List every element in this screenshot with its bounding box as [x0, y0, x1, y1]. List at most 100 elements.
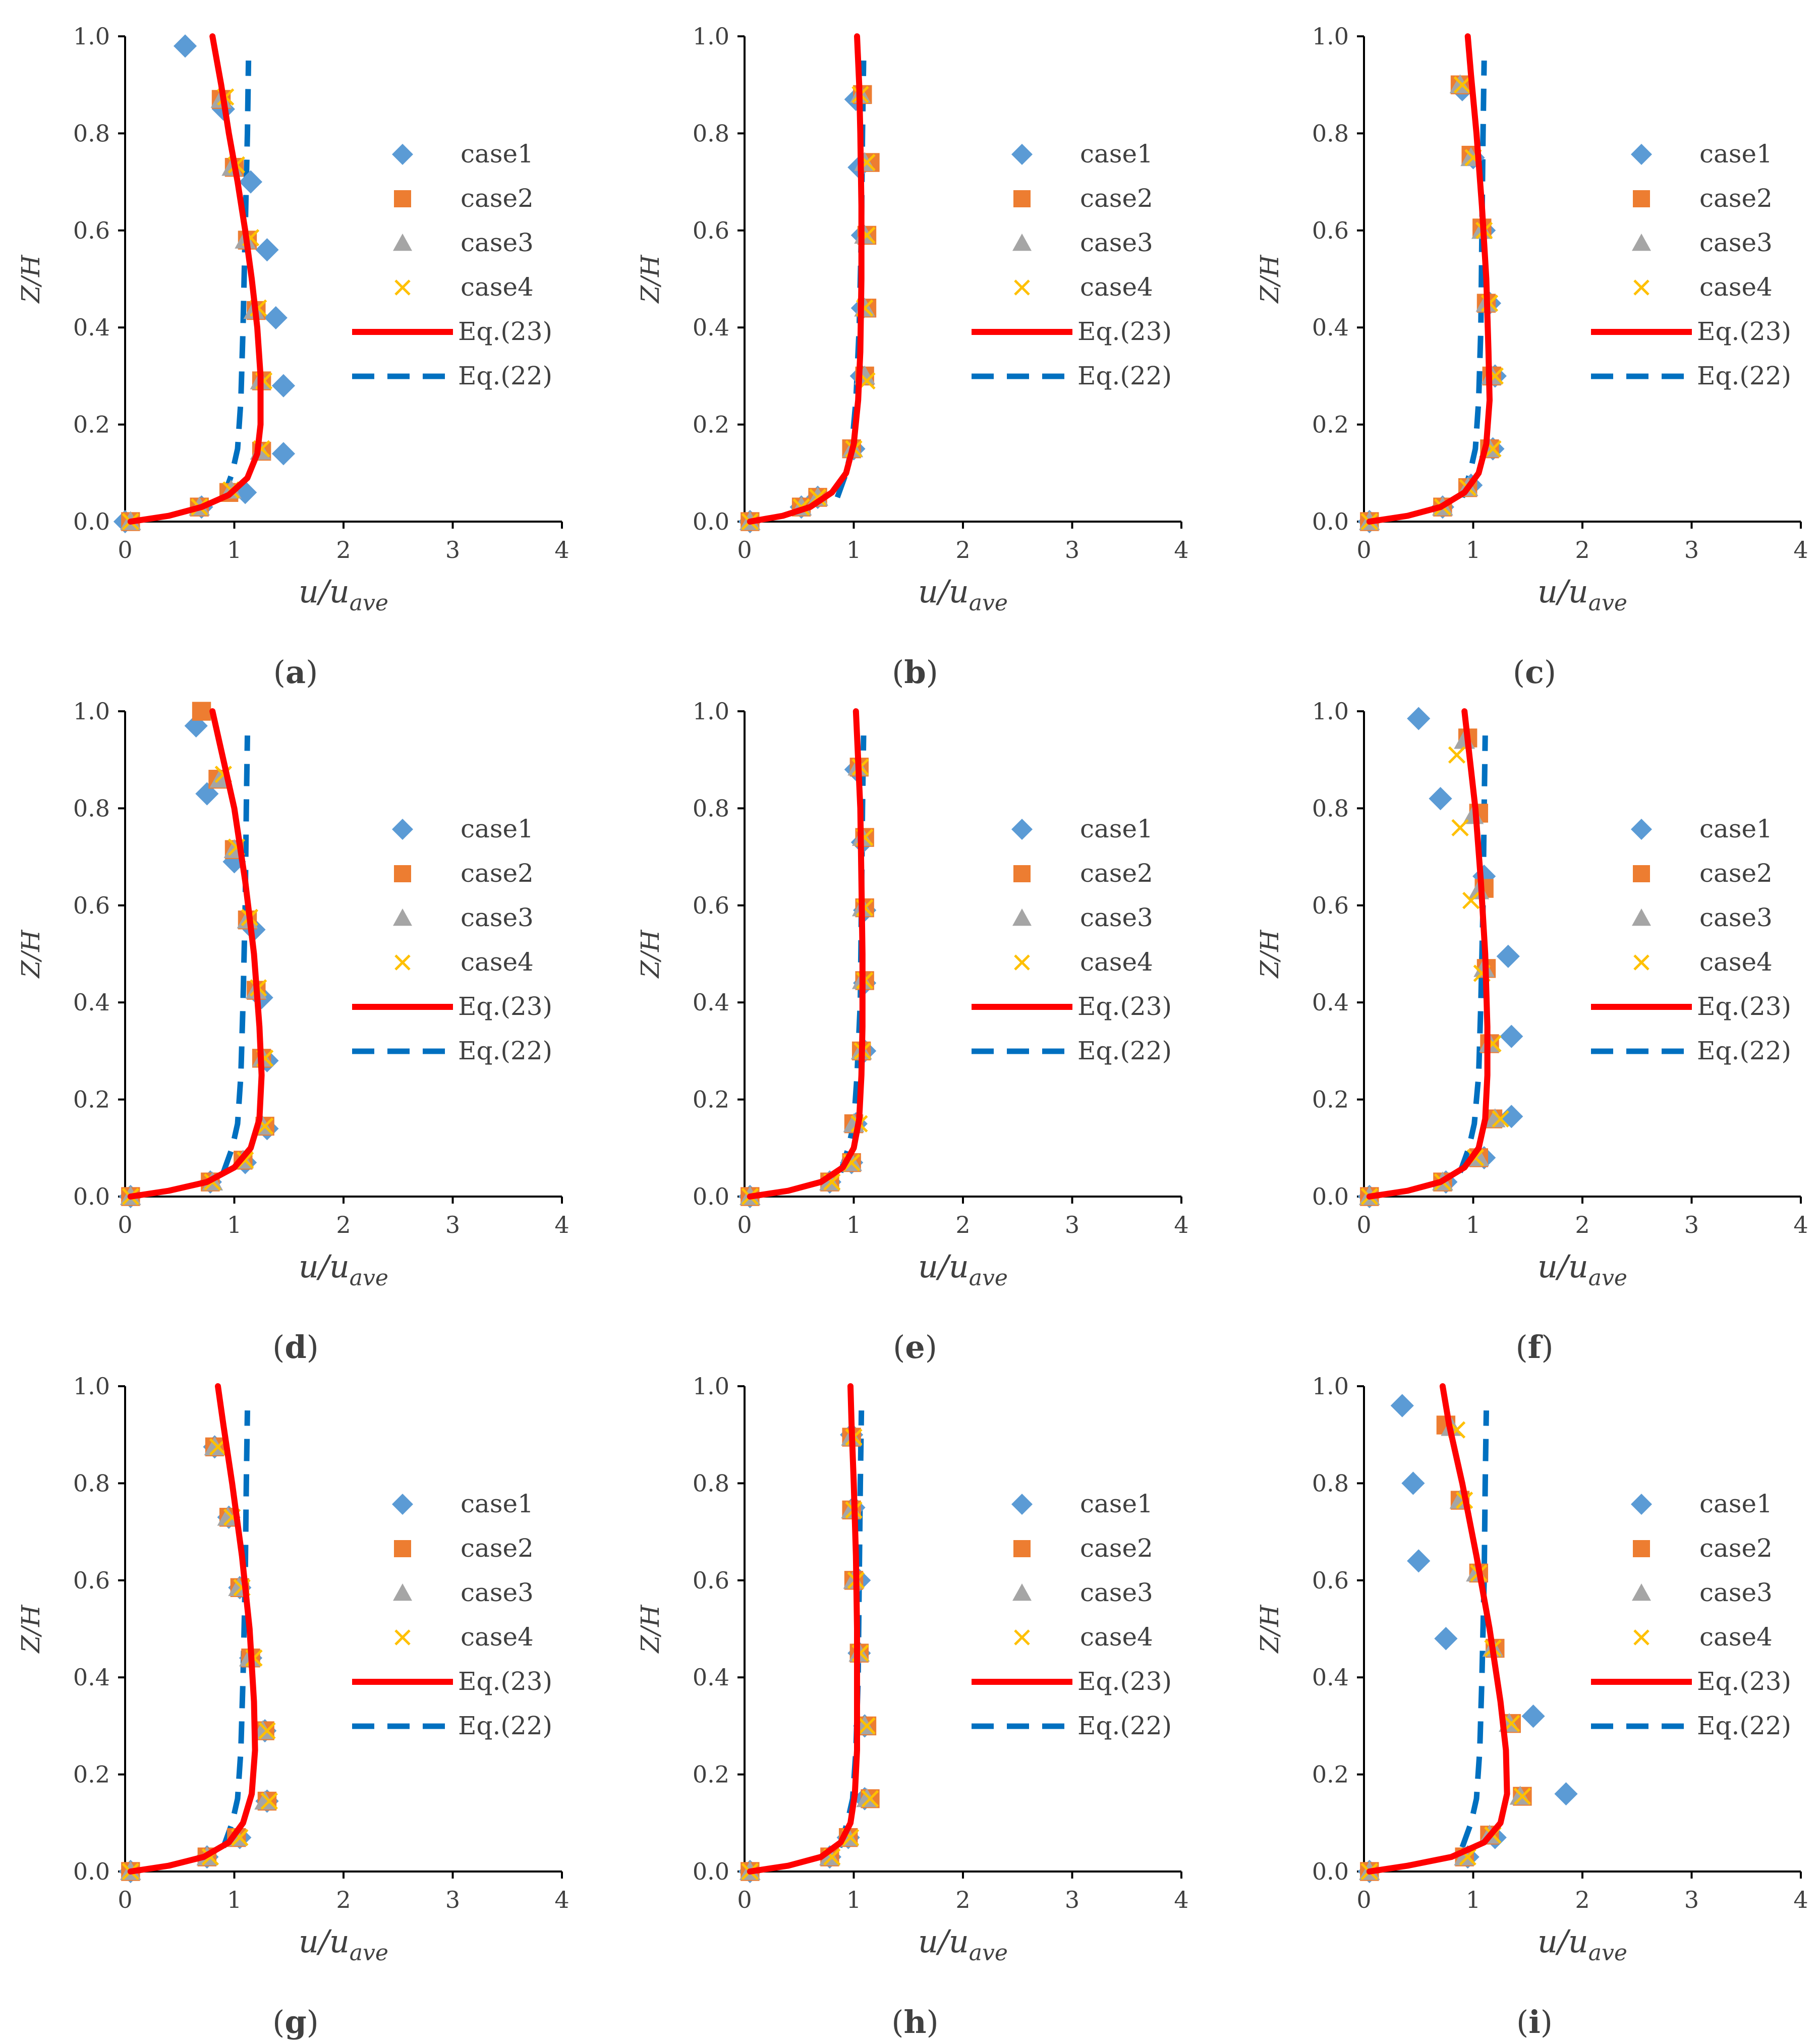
legend-label: Eq.(23) — [1697, 1667, 1791, 1696]
eq23-line — [127, 33, 264, 525]
x-tick-label: 4 — [554, 1886, 569, 1913]
case4-point — [1513, 1787, 1531, 1805]
y-tick-label: 0.6 — [1312, 217, 1349, 244]
x-tick-label: 0 — [737, 1211, 752, 1238]
y-axis-label: Z/H — [636, 254, 665, 304]
case4-point — [1462, 892, 1480, 910]
legend-label: case3 — [1080, 1578, 1153, 1607]
y-tick-label: 0.2 — [693, 411, 729, 438]
case4-point — [1451, 819, 1469, 837]
x-tick-label: 1 — [1466, 1211, 1481, 1238]
x-tick-label: 3 — [1065, 1211, 1079, 1238]
x-tick-label: 1 — [227, 1886, 242, 1913]
y-tick-label: 0.0 — [1312, 1183, 1349, 1210]
eq22-line — [1459, 1410, 1489, 1848]
panel-c: 0.0 0.2 0.4 0.6 0.8 1.0 0 1 2 3 4 Z/H u/uave (c) case1… — [1255, 23, 1808, 691]
legend-case3-marker — [1632, 1583, 1651, 1601]
legend-label: Eq.(23) — [1697, 317, 1791, 346]
y-axis-label: Z/H — [16, 254, 45, 304]
legend-label: case4 — [1080, 1622, 1153, 1652]
x-tick-label: 1 — [846, 1886, 861, 1913]
case4-point — [861, 1790, 879, 1807]
x-tick-label: 3 — [1684, 536, 1699, 563]
x-axis-label-main: u/u — [299, 1248, 350, 1285]
y-tick-label: 1.0 — [1312, 698, 1349, 725]
legend-case1-marker — [1011, 819, 1033, 840]
x-tick-label: 3 — [1684, 1211, 1699, 1238]
y-tick-label: 0.0 — [693, 1858, 729, 1885]
y-tick-label: 1.0 — [693, 698, 729, 725]
legend-label: Eq.(23) — [1077, 992, 1172, 1021]
legend-label: case3 — [461, 903, 534, 932]
y-tick-label: 0.4 — [1312, 989, 1349, 1016]
x-tick-label: 0 — [737, 1886, 752, 1913]
x-axis-label: u/uave — [299, 1923, 388, 1966]
eq23-line — [747, 708, 866, 1200]
x-axis-label: u/uave — [918, 1923, 1008, 1966]
y-tick-label: 0.8 — [73, 120, 110, 147]
legend-case2-marker — [1633, 1540, 1650, 1557]
y-tick-label: 1.0 — [693, 23, 729, 50]
case1-point — [271, 374, 296, 398]
x-tick-label: 3 — [445, 1886, 460, 1913]
x-tick-label: 4 — [554, 536, 569, 563]
panel-label: (c) — [1513, 654, 1556, 691]
y-tick-label: 1.0 — [1312, 1373, 1349, 1400]
x-axis-label-main: u/u — [918, 1248, 969, 1285]
x-axis-label-sub: ave — [1588, 1940, 1627, 1966]
x-axis-label-main: u/u — [299, 1923, 350, 1960]
x-axis-label-sub: ave — [1588, 590, 1627, 616]
legend-case4-marker — [394, 279, 411, 296]
legend-label: Eq.(23) — [458, 317, 552, 346]
legend-label: case3 — [1699, 1578, 1773, 1607]
x-tick-label: 4 — [1174, 536, 1188, 563]
y-tick-label: 1.0 — [73, 23, 110, 50]
x-axis-label-main: u/u — [918, 573, 969, 610]
legend-label: Eq.(22) — [1077, 361, 1172, 390]
case1-point — [222, 850, 246, 874]
legend-case2-marker — [1013, 190, 1031, 207]
x-axis-label: u/uave — [918, 573, 1008, 616]
legend-label: case2 — [1699, 859, 1773, 888]
x-tick-label: 4 — [1793, 1886, 1808, 1913]
legend-case1-marker — [392, 819, 413, 840]
legend-label: case2 — [1080, 1534, 1153, 1563]
panel-e: 0.0 0.2 0.4 0.6 0.8 1.0 0 1 2 3 4 Z/H u/uave (e) case1… — [636, 698, 1189, 1366]
x-axis-label-main: u/u — [1538, 573, 1588, 610]
panel-label: (b) — [892, 654, 938, 691]
y-tick-label: 0.0 — [73, 508, 110, 535]
y-tick-label: 0.4 — [73, 314, 110, 341]
x-tick-label: 1 — [846, 1211, 861, 1238]
case1-point — [239, 170, 263, 194]
y-tick-label: 0.0 — [73, 1183, 110, 1210]
legend-label: case4 — [461, 1622, 534, 1652]
legend-label: case4 — [461, 272, 534, 302]
x-tick-label: 3 — [1684, 1886, 1699, 1913]
panel-label: (e) — [893, 1329, 937, 1366]
eq23-line — [747, 33, 865, 525]
y-tick-label: 0.0 — [693, 1183, 729, 1210]
y-tick-label: 1.0 — [73, 1373, 110, 1400]
panel-label: (h) — [891, 2004, 938, 2040]
y-tick-label: 0.6 — [73, 1567, 110, 1594]
x-tick-label: 4 — [1793, 1211, 1808, 1238]
legend-label: case4 — [1699, 1622, 1773, 1652]
case1-point — [255, 238, 279, 262]
legend-case3-marker — [1012, 234, 1032, 251]
legend-label: case3 — [1080, 903, 1153, 932]
x-tick-label: 0 — [737, 536, 752, 563]
x-tick-label: 2 — [955, 536, 970, 563]
y-tick-label: 0.4 — [693, 1664, 729, 1691]
y-axis-label: Z/H — [1255, 929, 1284, 979]
y-tick-label: 0.0 — [1312, 1858, 1349, 1885]
legend-case4-marker — [1014, 954, 1030, 971]
x-tick-label: 1 — [1466, 1886, 1481, 1913]
panel-f: 0.0 0.2 0.4 0.6 0.8 1.0 0 1 2 3 4 Z/H u/uave (f) case1… — [1255, 698, 1808, 1366]
legend-case2-marker — [1633, 190, 1650, 207]
case1-point — [1429, 787, 1452, 811]
case1-point — [1496, 944, 1520, 968]
legend-label: case4 — [1699, 272, 1773, 302]
legend-label: case4 — [1080, 947, 1153, 977]
legend-case1-marker — [392, 1494, 413, 1515]
legend-label: Eq.(23) — [1077, 1667, 1172, 1696]
